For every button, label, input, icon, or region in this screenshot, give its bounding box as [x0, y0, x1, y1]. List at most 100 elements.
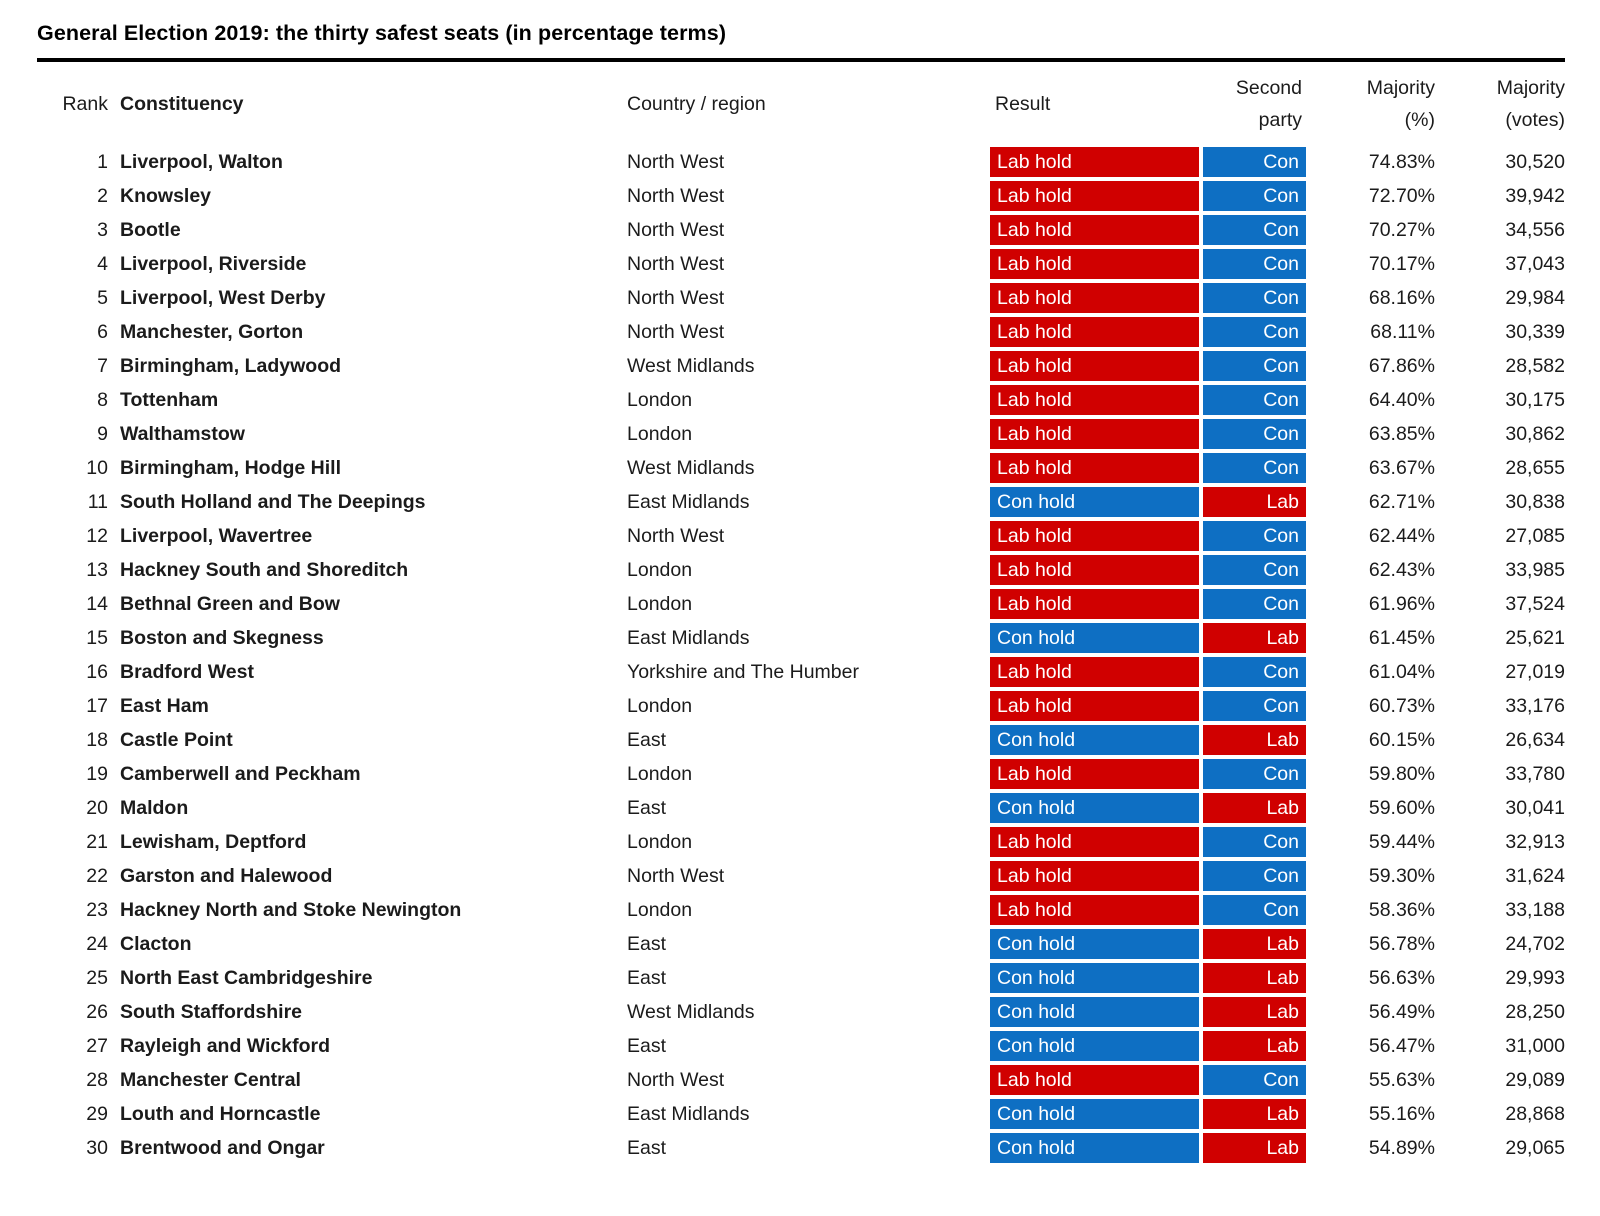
rank-cell: 26 — [86, 1000, 108, 1023]
majority-pct-cell: 61.96% — [1368, 592, 1435, 615]
majority-pct-cell: 72.70% — [1368, 184, 1435, 207]
result-cell: Con hold — [988, 995, 1201, 1029]
header-majority-pct-line2: (%) — [1404, 108, 1435, 131]
table-row: 8 Tottenham London Lab hold Con 64.40% 3… — [37, 383, 1565, 417]
result-cell: Con hold — [988, 927, 1201, 961]
majority-votes-cell: 31,000 — [1505, 1034, 1565, 1057]
region-cell: London — [627, 422, 693, 445]
second-party-cell: Lab — [1201, 1029, 1308, 1063]
constituency-cell: Rayleigh and Wickford — [120, 1034, 331, 1057]
rank-cell: 14 — [86, 592, 108, 615]
result-cell: Lab hold — [988, 519, 1201, 553]
constituency-cell: Hackney South and Shoreditch — [120, 558, 409, 581]
region-cell: East — [627, 932, 667, 955]
region-cell: London — [627, 830, 693, 853]
result-cell: Lab hold — [988, 247, 1201, 281]
majority-votes-cell: 34,556 — [1505, 218, 1565, 241]
second-party-cell: Lab — [1201, 621, 1308, 655]
table-row: 27 Rayleigh and Wickford East Con hold L… — [37, 1029, 1565, 1063]
header-second-party-line2: party — [1258, 108, 1302, 131]
rank-cell: 18 — [86, 728, 108, 751]
constituency-cell: Boston and Skegness — [120, 626, 324, 649]
table-row: 5 Liverpool, West Derby North West Lab h… — [37, 281, 1565, 315]
table-row: 4 Liverpool, Riverside North West Lab ho… — [37, 247, 1565, 281]
rank-cell: 27 — [86, 1034, 108, 1057]
result-cell: Con hold — [988, 791, 1201, 825]
constituency-cell: Liverpool, Riverside — [120, 252, 307, 275]
constituency-cell: Lewisham, Deptford — [120, 830, 307, 853]
majority-votes-cell: 28,655 — [1505, 456, 1565, 479]
majority-votes-cell: 30,862 — [1505, 422, 1565, 445]
header-row: Rank Constituency Country / region Resul… — [37, 62, 1565, 145]
result-cell: Lab hold — [988, 859, 1201, 893]
region-cell: West Midlands — [627, 1000, 755, 1023]
majority-votes-cell: 33,188 — [1505, 898, 1565, 921]
rank-cell: 19 — [86, 762, 108, 785]
majority-pct-cell: 56.63% — [1368, 966, 1435, 989]
safest-seats-table: Rank Constituency Country / region Resul… — [37, 62, 1565, 1165]
constituency-cell: Manchester, Gorton — [120, 320, 304, 343]
constituency-cell: Birmingham, Hodge Hill — [120, 456, 342, 479]
majority-pct-cell: 74.83% — [1368, 150, 1435, 173]
table-row: 13 Hackney South and Shoreditch London L… — [37, 553, 1565, 587]
table-row: 16 Bradford West Yorkshire and The Humbe… — [37, 655, 1565, 689]
result-cell: Lab hold — [988, 655, 1201, 689]
table-row: 6 Manchester, Gorton North West Lab hold… — [37, 315, 1565, 349]
constituency-cell: Brentwood and Ongar — [120, 1136, 325, 1159]
constituency-cell: Liverpool, West Derby — [120, 286, 326, 309]
majority-pct-cell: 70.17% — [1368, 252, 1435, 275]
second-party-cell: Con — [1201, 1063, 1308, 1097]
table-body: 1 Liverpool, Walton North West Lab hold … — [37, 145, 1565, 1165]
rank-cell: 22 — [86, 864, 108, 887]
second-party-cell: Con — [1201, 247, 1308, 281]
region-cell: East — [627, 1034, 667, 1057]
majority-pct-cell: 55.63% — [1368, 1068, 1435, 1091]
majority-pct-cell: 64.40% — [1368, 388, 1435, 411]
table-row: 19 Camberwell and Peckham London Lab hol… — [37, 757, 1565, 791]
constituency-cell: South Holland and The Deepings — [120, 490, 426, 513]
header-result: Result — [995, 92, 1051, 115]
majority-pct-cell: 61.45% — [1368, 626, 1435, 649]
header-majority-votes: Majority (votes) — [1435, 62, 1565, 145]
rank-cell: 8 — [97, 388, 108, 411]
result-cell: Lab hold — [988, 315, 1201, 349]
table-row: 14 Bethnal Green and Bow London Lab hold… — [37, 587, 1565, 621]
second-party-cell: Con — [1201, 553, 1308, 587]
rank-cell: 11 — [87, 490, 108, 513]
title-rule — [37, 58, 1565, 62]
majority-votes-cell: 28,250 — [1505, 1000, 1565, 1023]
constituency-cell: Bootle — [120, 218, 181, 241]
majority-pct-cell: 60.73% — [1368, 694, 1435, 717]
second-party-cell: Lab — [1201, 927, 1308, 961]
majority-pct-cell: 59.30% — [1368, 864, 1435, 887]
majority-pct-cell: 61.04% — [1368, 660, 1435, 683]
region-cell: Yorkshire and The Humber — [627, 660, 859, 683]
majority-pct-cell: 68.16% — [1368, 286, 1435, 309]
majority-votes-cell: 30,041 — [1505, 796, 1565, 819]
rank-cell: 12 — [86, 524, 108, 547]
region-cell: North West — [627, 184, 725, 207]
region-cell: London — [627, 694, 693, 717]
majority-votes-cell: 29,065 — [1505, 1136, 1565, 1159]
region-cell: London — [627, 762, 693, 785]
region-cell: London — [627, 592, 693, 615]
majority-pct-cell: 63.67% — [1368, 456, 1435, 479]
table-row: 3 Bootle North West Lab hold Con 70.27% … — [37, 213, 1565, 247]
majority-pct-cell: 62.71% — [1368, 490, 1435, 513]
result-cell: Lab hold — [988, 213, 1201, 247]
majority-pct-cell: 56.78% — [1368, 932, 1435, 955]
region-cell: North West — [627, 218, 725, 241]
second-party-cell: Con — [1201, 281, 1308, 315]
rank-cell: 15 — [86, 626, 108, 649]
result-cell: Lab hold — [988, 587, 1201, 621]
rank-cell: 20 — [86, 796, 108, 819]
majority-votes-cell: 33,985 — [1505, 558, 1565, 581]
constituency-cell: Walthamstow — [120, 422, 245, 445]
region-cell: North West — [627, 864, 725, 887]
table-row: 2 Knowsley North West Lab hold Con 72.70… — [37, 179, 1565, 213]
result-cell: Lab hold — [988, 893, 1201, 927]
second-party-cell: Con — [1201, 179, 1308, 213]
region-cell: East Midlands — [627, 626, 750, 649]
majority-pct-cell: 62.44% — [1368, 524, 1435, 547]
